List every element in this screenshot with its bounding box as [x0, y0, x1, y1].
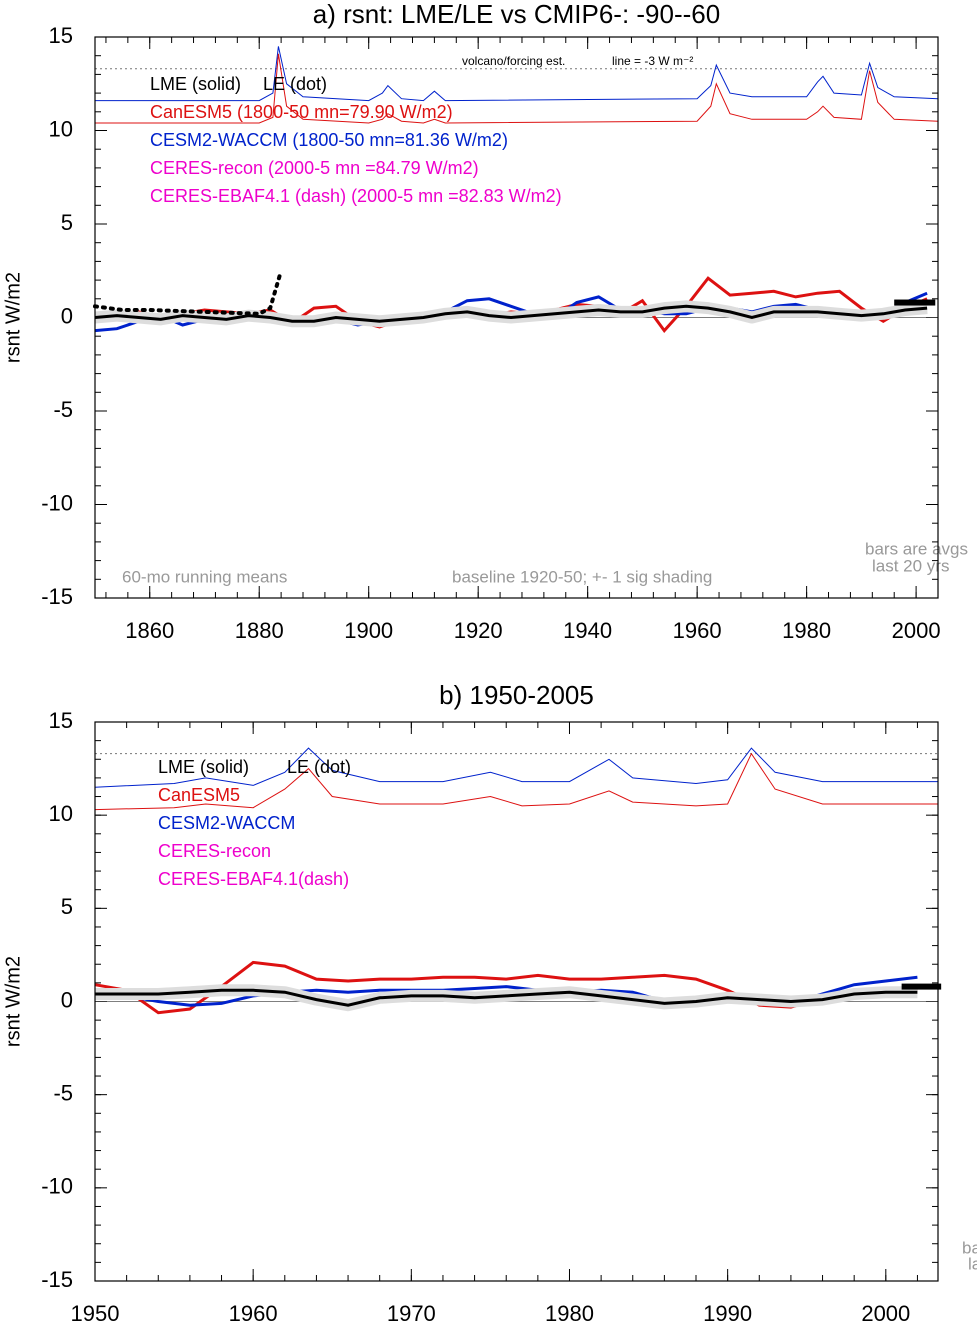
legend-entry: CanESM5 (1800-50 mn=79.90 W/m2)	[150, 102, 453, 122]
panel: a) rsnt: LME/LE vs CMIP6-: -90--60 rsnt W…	[2, 0, 968, 643]
forcing-line	[94, 752, 938, 811]
end-bar	[901, 983, 942, 990]
series-line	[95, 988, 918, 1007]
x-tick-label: 2000	[892, 618, 941, 643]
y-tick-label: 10	[49, 116, 73, 141]
x-tick-label: 2000	[861, 1301, 910, 1325]
series-line	[93, 268, 284, 316]
annotation: 60-mo running means	[122, 567, 287, 586]
legend-entry: CERES-EBAF4.1 (dash) (2000-5 mn =82.83 W…	[150, 186, 562, 206]
x-tick-label: 1920	[454, 618, 503, 643]
chart-title: b) 1950-2005	[439, 680, 594, 710]
y-tick-label: 10	[49, 801, 73, 826]
legend-entry: CERES-recon	[158, 841, 271, 861]
x-tick-label: 1900	[344, 618, 393, 643]
y-tick-label: 5	[61, 210, 73, 235]
forcing-line	[95, 53, 939, 124]
end-bar	[894, 299, 936, 306]
x-tick-label: 1960	[673, 618, 722, 643]
y-tick-label: -10	[41, 490, 73, 515]
annotation: volcano/forcing est.	[462, 54, 565, 68]
x-tick-label: 1960	[229, 1301, 278, 1325]
y-tick-label: 0	[61, 303, 73, 328]
legend-entry: CESM2-WACCM (1800-50 mn=81.36 W/m2)	[150, 130, 508, 150]
legend-entry: LME (solid)	[150, 74, 241, 94]
x-tick-label: 1980	[782, 618, 831, 643]
forcing-line	[95, 46, 939, 102]
annotation: bars are avgs	[865, 539, 968, 558]
panel: b) 1950-2005 rsnt W/m2 -15 -10 -5 0 5 10 15 1950 1…	[2, 680, 977, 1325]
x-tick-label: 1860	[125, 618, 174, 643]
chart-title: a) rsnt: LME/LE vs CMIP6-: -90--60	[313, 0, 720, 29]
x-tick-label: 1970	[387, 1301, 436, 1325]
legend-entry: CanESM5	[158, 785, 240, 805]
plot-frame	[94, 36, 939, 599]
legend-entry: LME (solid)	[158, 757, 249, 777]
legend-entry: CERES-recon (2000-5 mn =84.79 W/m2)	[150, 158, 479, 178]
annotation: bars are avgs	[962, 1238, 977, 1257]
series-line	[94, 304, 928, 323]
annotation: last 20 yrs	[872, 556, 949, 575]
legend-entry: CESM2-WACCM	[158, 813, 295, 833]
y-tick-label: -10	[41, 1174, 73, 1199]
legend-entry: LE (dot)	[287, 757, 351, 777]
plot-frame	[94, 721, 939, 1282]
x-tick-label: 1940	[563, 618, 612, 643]
legend-entry: LE (dot)	[263, 74, 327, 94]
y-tick-label: -5	[53, 1080, 73, 1105]
y-tick-label: 15	[49, 708, 73, 733]
annotation: last 20 yrs	[968, 1254, 977, 1273]
y-tick-label: 15	[49, 23, 73, 48]
x-tick-label: 1950	[71, 1301, 120, 1325]
y-axis-label: rsnt W/m2	[2, 272, 24, 363]
y-tick-label: -15	[41, 584, 73, 609]
y-tick-label: 0	[61, 987, 73, 1012]
y-axis-label: rsnt W/m2	[2, 956, 24, 1047]
annotation: baseline 1920-50; +- 1 sig shading	[452, 567, 712, 586]
y-tick-label: -5	[53, 397, 73, 422]
x-tick-label: 1880	[235, 618, 284, 643]
annotation: line = -3 W m⁻²	[612, 54, 693, 68]
x-tick-label: 1990	[703, 1301, 752, 1325]
x-tick-label: 1980	[545, 1301, 594, 1325]
y-tick-label: 5	[61, 894, 73, 919]
forcing-line	[94, 747, 938, 788]
y-tick-label: -15	[41, 1267, 73, 1292]
legend-entry: CERES-EBAF4.1(dash)	[158, 869, 349, 889]
